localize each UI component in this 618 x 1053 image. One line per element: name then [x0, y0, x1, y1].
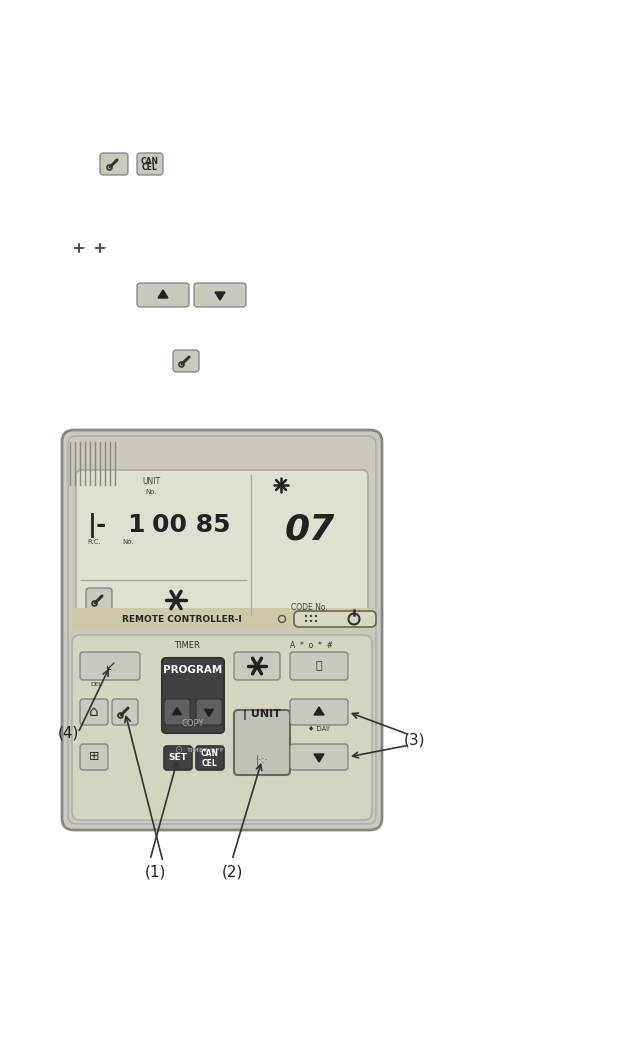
- Text: REMOTE CONTROLLER-I: REMOTE CONTROLLER-I: [122, 615, 242, 623]
- Text: (3): (3): [404, 733, 426, 748]
- Polygon shape: [314, 754, 324, 762]
- FancyBboxPatch shape: [196, 699, 222, 726]
- FancyBboxPatch shape: [290, 744, 348, 770]
- FancyBboxPatch shape: [234, 710, 290, 775]
- Text: (4): (4): [57, 726, 78, 740]
- FancyBboxPatch shape: [162, 658, 224, 733]
- FancyBboxPatch shape: [137, 153, 163, 175]
- Circle shape: [305, 615, 307, 617]
- Text: (2): (2): [221, 865, 243, 879]
- Text: ·: ·: [73, 245, 75, 251]
- Text: CAN: CAN: [141, 157, 159, 165]
- Text: CODE No.: CODE No.: [291, 603, 328, 613]
- FancyBboxPatch shape: [80, 699, 108, 726]
- Circle shape: [310, 620, 312, 622]
- FancyBboxPatch shape: [112, 699, 138, 726]
- FancyBboxPatch shape: [164, 699, 190, 726]
- FancyBboxPatch shape: [173, 350, 199, 372]
- Text: R.C.: R.C.: [87, 539, 101, 545]
- FancyBboxPatch shape: [86, 588, 112, 612]
- FancyBboxPatch shape: [68, 436, 376, 824]
- Text: 07: 07: [284, 513, 334, 547]
- Circle shape: [315, 620, 317, 622]
- Text: TIMER: TIMER: [174, 640, 200, 650]
- Text: ⊙: ⊙: [174, 746, 182, 755]
- Text: ·: ·: [83, 245, 85, 251]
- Polygon shape: [172, 708, 182, 715]
- Text: 1: 1: [127, 513, 145, 537]
- Polygon shape: [215, 292, 225, 300]
- FancyBboxPatch shape: [80, 744, 108, 770]
- Bar: [72, 608, 372, 630]
- Text: No.: No.: [122, 539, 134, 545]
- Text: CEL: CEL: [142, 163, 158, 173]
- Text: UNIT: UNIT: [142, 477, 160, 486]
- Text: TIMER OFF: TIMER OFF: [186, 748, 224, 753]
- Circle shape: [315, 615, 317, 617]
- FancyBboxPatch shape: [76, 470, 368, 620]
- Text: (1): (1): [145, 865, 166, 879]
- Text: ↙: ↙: [104, 659, 116, 673]
- Polygon shape: [205, 710, 213, 716]
- FancyBboxPatch shape: [72, 635, 372, 820]
- Text: |-: |-: [88, 513, 108, 537]
- FancyBboxPatch shape: [80, 652, 140, 680]
- Circle shape: [305, 620, 307, 622]
- Text: CEL: CEL: [202, 758, 218, 768]
- Text: ·: ·: [104, 245, 106, 251]
- Text: ♦ DAY: ♦ DAY: [308, 726, 330, 732]
- FancyBboxPatch shape: [164, 746, 192, 770]
- FancyBboxPatch shape: [294, 611, 376, 627]
- Polygon shape: [314, 707, 324, 715]
- Text: ·: ·: [94, 245, 96, 251]
- FancyBboxPatch shape: [234, 652, 280, 680]
- FancyBboxPatch shape: [194, 283, 246, 307]
- FancyBboxPatch shape: [100, 153, 128, 175]
- Text: ·: ·: [77, 243, 79, 253]
- FancyBboxPatch shape: [196, 746, 224, 770]
- Polygon shape: [158, 290, 168, 298]
- Text: COPY: COPY: [182, 718, 205, 728]
- FancyBboxPatch shape: [137, 283, 189, 307]
- Text: ⊞: ⊞: [89, 751, 99, 763]
- Text: No.: No.: [145, 489, 157, 495]
- Text: DEL: DEL: [91, 681, 103, 687]
- Text: | UNIT: | UNIT: [243, 710, 281, 720]
- FancyBboxPatch shape: [62, 430, 382, 830]
- Text: 📋: 📋: [316, 661, 323, 671]
- FancyBboxPatch shape: [290, 652, 348, 680]
- Text: CAN: CAN: [201, 750, 219, 758]
- Text: PROGRAM: PROGRAM: [163, 665, 222, 675]
- Text: 00 85: 00 85: [152, 513, 231, 537]
- Text: SET: SET: [169, 754, 187, 762]
- FancyBboxPatch shape: [290, 699, 348, 726]
- Text: A  *  o  *  #: A * o * #: [290, 640, 334, 650]
- Text: ⌂: ⌂: [89, 704, 99, 719]
- Text: |·:·: |·:·: [256, 755, 268, 766]
- Circle shape: [310, 615, 312, 617]
